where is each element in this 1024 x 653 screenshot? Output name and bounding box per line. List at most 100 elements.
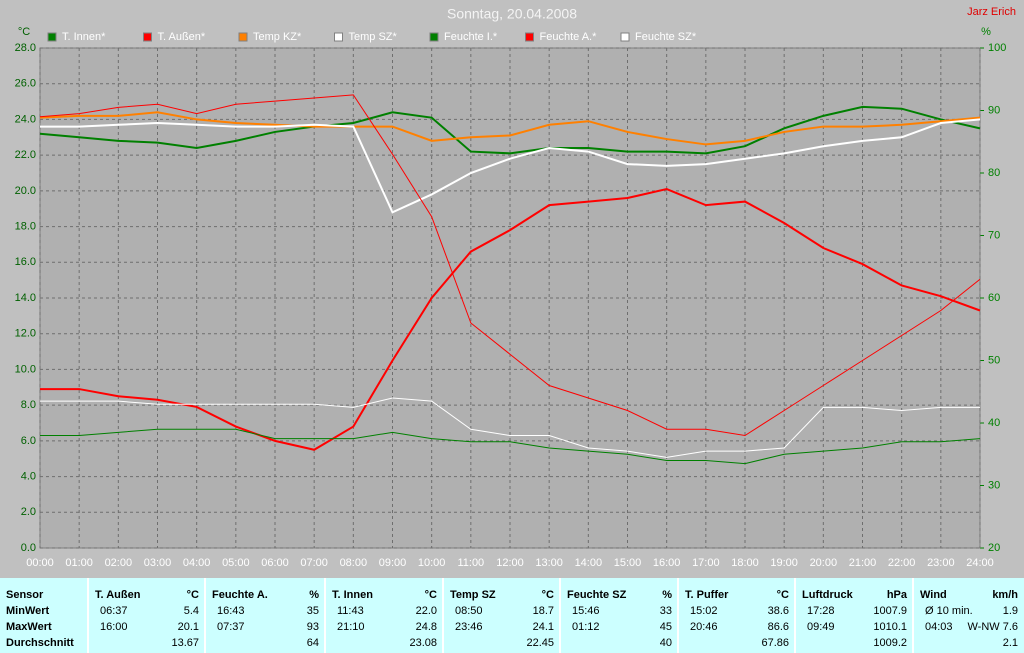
legend-label: Temp SZ* [349,31,398,43]
legend-swatch [620,32,630,42]
table-cell: 18.7 [533,605,554,617]
column-unit: °C [542,589,554,601]
y-tick-label: 24.0 [15,113,36,125]
legend-label: Feuchte I.* [444,31,498,43]
y2-tick-label: 80 [988,167,1000,179]
table-cell: 23:46 [455,621,483,633]
y2-axis-label: % [981,26,991,38]
table-cell: 5.4 [184,605,199,617]
y-tick-label: 18.0 [15,220,36,232]
y-axis-label: °C [18,26,30,38]
table-cell: 93 [307,621,319,633]
column-unit: °C [425,589,437,601]
table-cell: 33 [660,605,672,617]
table-cell: 15:46 [572,605,600,617]
y2-tick-label: 20 [988,542,1000,554]
table-cell: Ø 10 min. [925,605,973,617]
table-cell: 64 [307,637,319,649]
table-cell: 35 [307,605,319,617]
table-background [0,578,1024,653]
table-cell: 23.08 [409,637,437,649]
x-tick-label: 13:00 [535,557,563,569]
legend-label: Temp KZ* [253,31,302,43]
table-cell: 24.8 [416,621,437,633]
table-cell: 86.6 [768,621,789,633]
column-header: Wind [920,589,947,601]
y-tick-label: 10.0 [15,363,36,375]
y-tick-label: 20.0 [15,185,36,197]
table-cell: 20:46 [690,621,718,633]
column-unit: % [309,589,319,601]
chart-title: Sonntag, 20.04.2008 [447,6,577,22]
x-tick-label: 00:00 [26,557,54,569]
row-label: MinWert [6,605,50,617]
column-unit: °C [187,589,199,601]
table-cell: W-NW 7.6 [967,621,1018,633]
x-tick-label: 10:00 [418,557,446,569]
column-header: T. Innen [332,589,373,601]
x-tick-label: 02:00 [105,557,133,569]
series-line [40,188,981,451]
legend-label: T. Innen* [62,31,106,43]
column-header: T. Außen [95,589,141,601]
x-tick-label: 01:00 [65,557,93,569]
y-tick-label: 2.0 [21,506,36,518]
column-unit: °C [777,589,789,601]
series-line [40,428,981,465]
legend-swatch [143,32,152,42]
y2-tick-label: 70 [988,229,1000,241]
y2-tick-label: 40 [988,417,1000,429]
column-header: Temp SZ [450,589,496,601]
legend-label: T. Außen* [158,31,206,43]
table-cell: 01:12 [572,621,600,633]
y-tick-label: 6.0 [21,435,36,447]
table-cell: 13.67 [171,637,199,649]
y-tick-label: 12.0 [15,328,36,340]
table-cell: 2.1 [1003,637,1018,649]
table-cell: 1007.9 [873,605,907,617]
column-header: T. Puffer [685,589,729,601]
series-line [39,111,981,146]
x-tick-label: 05:00 [222,557,250,569]
x-tick-label: 03:00 [144,557,172,569]
column-header: Feuchte SZ [567,589,627,601]
column-header: Feuchte A. [212,589,268,601]
legend-swatch [47,32,57,42]
x-tick-label: 21:00 [849,557,877,569]
table-cell: 67.86 [761,637,789,649]
y-tick-label: 22.0 [15,149,36,161]
table-cell: 07:37 [217,621,245,633]
x-tick-label: 22:00 [888,557,916,569]
x-tick-label: 15:00 [614,557,642,569]
author: Jarz Erich [967,6,1016,18]
x-tick-label: 24:00 [966,557,994,569]
x-tick-label: 09:00 [379,557,407,569]
x-tick-label: 04:00 [183,557,211,569]
y-tick-label: 14.0 [15,292,36,304]
x-tick-label: 16:00 [653,557,681,569]
table-cell: 1.9 [1003,605,1018,617]
row-label: MaxWert [6,621,52,633]
series-line [39,94,981,437]
legend-swatch [525,32,534,42]
table-cell: 1010.1 [873,621,907,633]
table-cell: 15:02 [690,605,718,617]
table-cell: 16:43 [217,605,245,617]
x-tick-label: 18:00 [731,557,759,569]
table-cell: 22.45 [526,637,554,649]
x-tick-label: 19:00 [770,557,798,569]
table-cell: 38.6 [768,605,789,617]
column-unit: km/h [992,589,1018,601]
y2-tick-label: 90 [988,104,1000,116]
table-cell: 1009.2 [873,637,907,649]
legend-swatch [238,32,248,42]
table-cell: 22.0 [416,605,437,617]
series-line [40,118,981,214]
legend-label: Feuchte SZ* [635,31,697,43]
table-cell: 08:50 [455,605,483,617]
y2-tick-label: 60 [988,292,1000,304]
y2-tick-label: 30 [988,479,1000,491]
table-cell: 20.1 [178,621,199,633]
row-label: Durchschnitt [6,637,74,649]
